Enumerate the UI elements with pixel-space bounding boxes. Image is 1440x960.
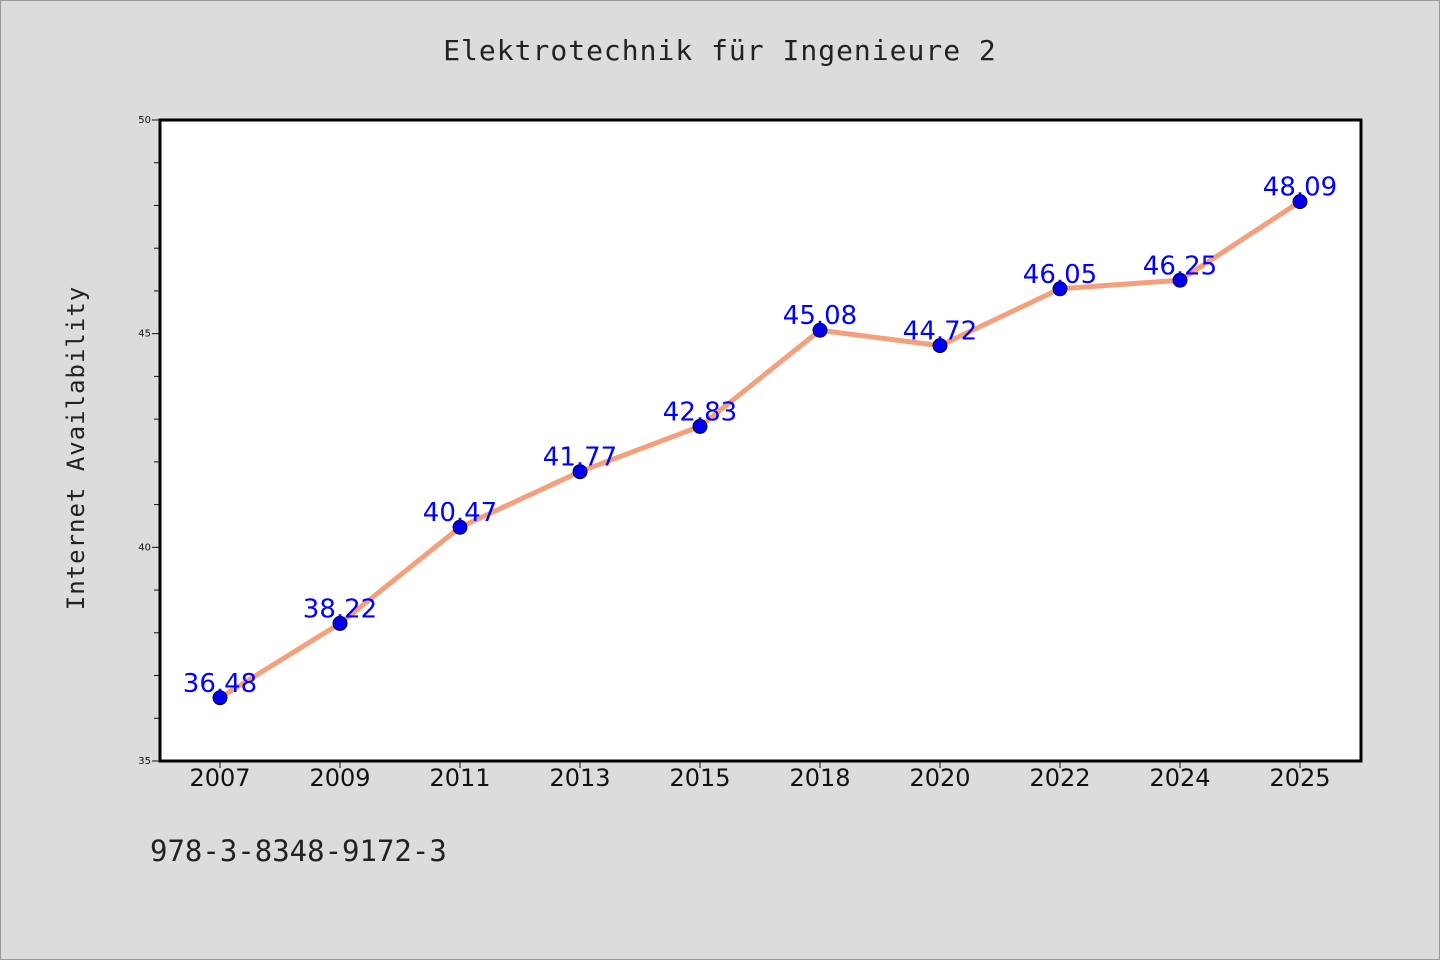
data-label: 46.25 [1143, 251, 1217, 281]
x-tick-label: 2007 [189, 764, 250, 792]
data-point [572, 464, 588, 480]
data-label: 45.08 [783, 301, 857, 331]
data-point [812, 322, 828, 338]
data-point [1052, 281, 1068, 297]
y-tick-label: 35 [138, 756, 151, 767]
data-label: 44.72 [903, 317, 977, 347]
x-tick-label: 2018 [789, 764, 850, 792]
y-tick-label: 45 [138, 329, 151, 340]
y-tick-label: 40 [138, 542, 151, 553]
isbn-text: 978-3-8348-9172-3 [150, 834, 447, 868]
data-label: 40.47 [423, 498, 497, 528]
data-label: 38.22 [303, 594, 377, 624]
plot-area [160, 120, 1361, 761]
x-tick-label: 2024 [1149, 764, 1210, 792]
data-point [692, 418, 708, 434]
plot-border [158, 118, 1363, 763]
data-label: 42.83 [663, 397, 737, 427]
data-label: 48.09 [1263, 173, 1337, 203]
y-tick-label: 50 [138, 115, 151, 126]
data-point [1292, 194, 1308, 210]
data-label: 41.77 [543, 443, 617, 473]
data-point [332, 615, 348, 631]
x-tick-label: 2013 [549, 764, 610, 792]
data-label: 36.48 [183, 669, 257, 699]
data-point [452, 519, 468, 535]
x-tick-label: 2022 [1029, 764, 1090, 792]
series-line [217, 199, 1303, 701]
x-tick-label: 2025 [1269, 764, 1330, 792]
x-tick-label: 2011 [429, 764, 490, 792]
x-tick-label: 2009 [309, 764, 370, 792]
data-point [932, 338, 948, 354]
data-label: 46.05 [1023, 260, 1097, 290]
data-point [212, 690, 228, 706]
x-tick-label: 2015 [669, 764, 730, 792]
data-point [1172, 272, 1188, 288]
x-tick-label: 2020 [909, 764, 970, 792]
chart-title: Elektrotechnik für Ingenieure 2 [443, 34, 997, 67]
